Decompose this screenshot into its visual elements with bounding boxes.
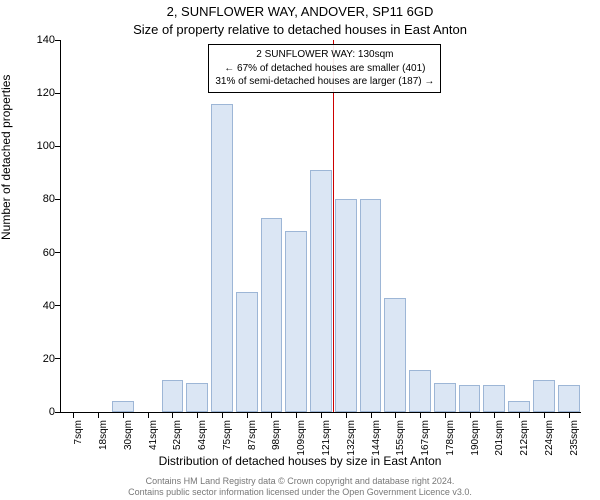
x-tick (494, 412, 495, 418)
bar (261, 218, 283, 412)
y-tick-label: 60 (43, 247, 55, 259)
x-tick (371, 412, 372, 418)
footer: Contains HM Land Registry data © Crown c… (0, 476, 600, 499)
bar (186, 383, 208, 412)
annotation-line-2: ← 67% of detached houses are smaller (40… (224, 63, 425, 74)
x-tick (98, 412, 99, 418)
marker-line (333, 40, 334, 412)
bar (483, 385, 505, 412)
bar (162, 380, 184, 412)
bar (459, 385, 481, 412)
x-tick (172, 412, 173, 418)
x-tick (321, 412, 322, 418)
x-tick (519, 412, 520, 418)
y-tick-label: 20 (43, 353, 55, 365)
x-tick (73, 412, 74, 418)
annotation-line-3: 31% of semi-detached houses are larger (… (215, 76, 434, 87)
x-tick (296, 412, 297, 418)
title-line-2: Size of property relative to detached ho… (0, 22, 600, 37)
y-tick (55, 199, 61, 200)
bar (558, 385, 580, 412)
bar (211, 104, 233, 412)
bar (508, 401, 530, 412)
chart-container: { "title_line1": "2, SUNFLOWER WAY, ANDO… (0, 0, 600, 500)
bar (236, 292, 258, 412)
x-tick (569, 412, 570, 418)
bar (112, 401, 134, 412)
y-tick-label: 40 (43, 300, 55, 312)
footer-line-2: Contains public sector information licen… (128, 487, 472, 497)
x-tick (222, 412, 223, 418)
footer-line-1: Contains HM Land Registry data © Crown c… (146, 476, 455, 486)
y-tick-label: 80 (43, 193, 55, 205)
y-tick (55, 358, 61, 359)
x-tick (271, 412, 272, 418)
annotation-box: 2 SUNFLOWER WAY: 130sqm ← 67% of detached… (208, 44, 441, 93)
y-tick (55, 146, 61, 147)
y-tick (55, 93, 61, 94)
x-tick (197, 412, 198, 418)
x-tick (445, 412, 446, 418)
bar (285, 231, 307, 412)
x-tick (544, 412, 545, 418)
x-tick (420, 412, 421, 418)
x-tick (346, 412, 347, 418)
bar (434, 383, 456, 412)
title-line-1: 2, SUNFLOWER WAY, ANDOVER, SP11 6GD (0, 4, 600, 19)
x-tick (470, 412, 471, 418)
bar (335, 199, 357, 412)
bar (310, 170, 332, 412)
x-tick (148, 412, 149, 418)
y-tick (55, 412, 61, 413)
y-tick (55, 252, 61, 253)
y-tick-label: 120 (37, 87, 55, 99)
bar (384, 298, 406, 412)
bar (533, 380, 555, 412)
bar (409, 370, 431, 413)
bar (360, 199, 382, 412)
x-tick (123, 412, 124, 418)
y-tick (55, 305, 61, 306)
annotation-line-1: 2 SUNFLOWER WAY: 130sqm (256, 49, 393, 60)
y-tick-label: 140 (37, 34, 55, 46)
y-axis-label: Number of detached properties (0, 75, 13, 240)
plot-area: 0204060801001201407sqm18sqm30sqm41sqm52s… (60, 40, 581, 413)
y-tick-label: 100 (37, 140, 55, 152)
x-tick (395, 412, 396, 418)
y-tick-label: 0 (49, 406, 55, 418)
x-axis-label: Distribution of detached houses by size … (0, 454, 600, 468)
y-tick (55, 40, 61, 41)
x-tick (247, 412, 248, 418)
